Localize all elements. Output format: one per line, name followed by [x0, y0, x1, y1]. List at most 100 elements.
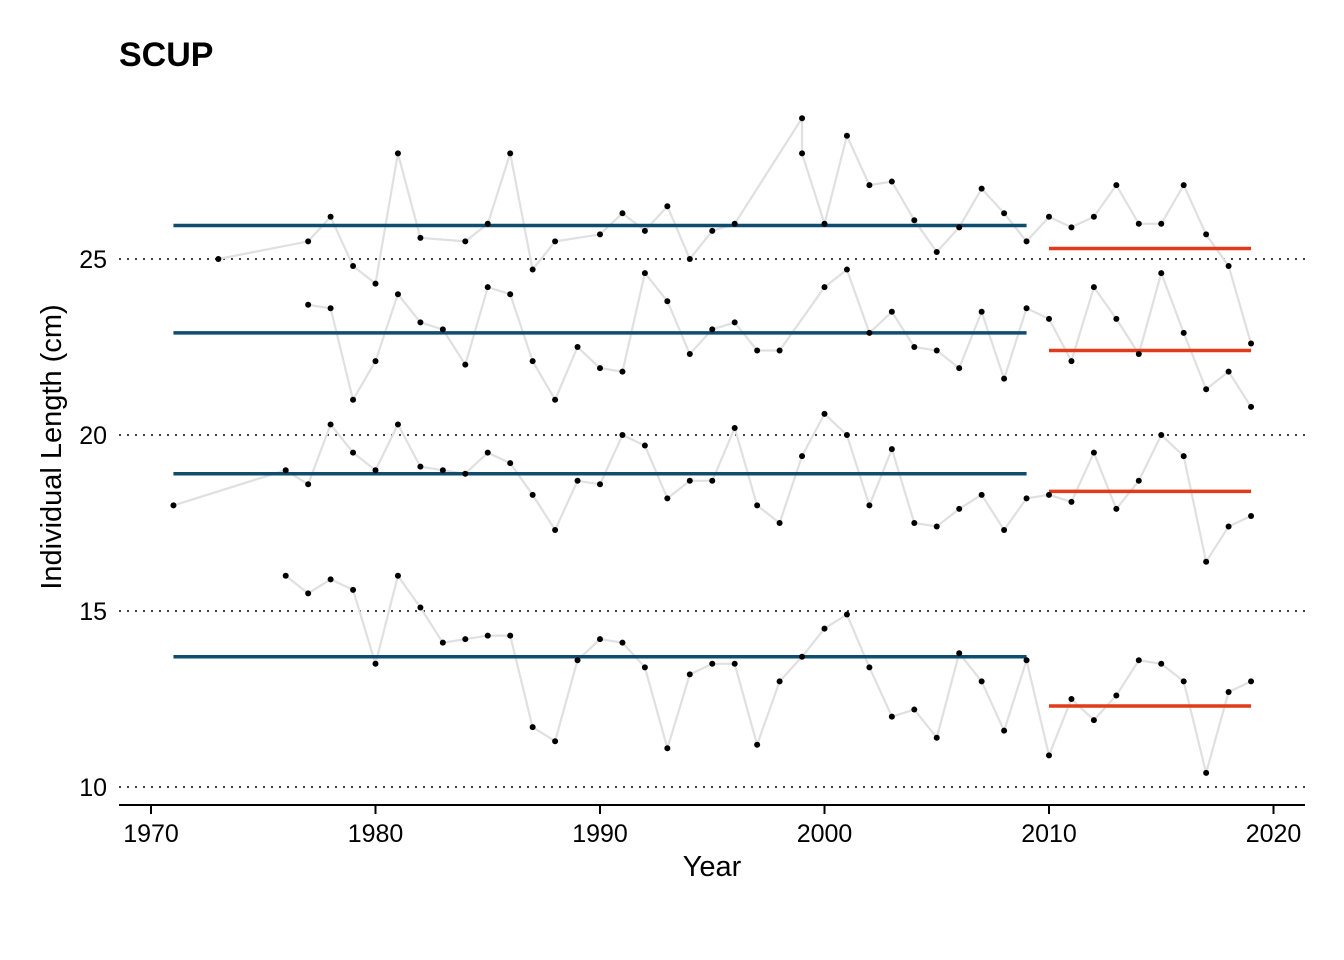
data-point: [956, 224, 963, 231]
data-point: [1158, 432, 1165, 438]
data-point: [1248, 340, 1255, 347]
data-point: [1068, 696, 1075, 702]
y-tick-label: 10: [79, 774, 107, 802]
data-point: [1068, 358, 1075, 365]
data-point: [1023, 238, 1030, 245]
data-point: [327, 213, 334, 220]
data-point: [888, 178, 895, 185]
data-point: [933, 347, 940, 354]
data-point: [1046, 752, 1052, 759]
data-point: [1158, 220, 1165, 227]
grid: [119, 258, 1305, 788]
x-tick-label: 1990: [572, 820, 628, 848]
data-point: [507, 150, 514, 157]
data-point: [1203, 558, 1210, 565]
data-point: [866, 502, 873, 509]
data-point: [507, 632, 514, 639]
data-point: [529, 724, 536, 731]
data-point: [529, 266, 536, 273]
data-point: [597, 481, 603, 488]
data-point: [1135, 477, 1142, 484]
x-axis: 1970 1980 1990 2000 2010 2020: [123, 805, 1301, 848]
data-point: [1180, 678, 1187, 685]
data-point: [956, 650, 963, 657]
data-point: [552, 396, 559, 403]
data-point: [1001, 527, 1008, 534]
data-point: [731, 660, 738, 667]
data-point: [821, 284, 828, 291]
data-point: [305, 481, 312, 488]
data-point: [641, 664, 648, 671]
data-point: [731, 319, 738, 326]
data-point: [731, 424, 738, 431]
data-point: [619, 639, 626, 646]
data-point: [305, 301, 312, 308]
data-point: [799, 653, 806, 660]
data-point: [282, 572, 289, 579]
x-tick-label: 1980: [348, 820, 404, 848]
data-point: [305, 590, 312, 597]
data-point: [843, 266, 850, 273]
data-point: [1090, 449, 1097, 456]
data-point: [1203, 231, 1210, 238]
data-point: [1090, 717, 1097, 724]
data-point: [1090, 213, 1097, 220]
data-point: [866, 664, 873, 671]
data-point: [1068, 498, 1075, 505]
data-point: [484, 449, 491, 456]
data-point: [1158, 660, 1165, 667]
data-point: [170, 502, 177, 509]
data-point: [327, 305, 334, 312]
data-point: [439, 326, 446, 333]
data-point: [1248, 403, 1255, 410]
data-point: [574, 344, 581, 350]
data-point: [282, 467, 289, 474]
data-point: [574, 477, 581, 484]
data-point: [1180, 453, 1187, 460]
data-point: [417, 604, 424, 611]
data-point: [933, 248, 940, 255]
data-point: [776, 347, 783, 354]
data-point: [1001, 727, 1008, 734]
data-point: [597, 231, 603, 238]
data-point: [619, 432, 626, 438]
y-axis: 10 15 20 25: [79, 246, 107, 802]
data-point: [439, 639, 446, 646]
data-point: [799, 453, 806, 460]
data-point: [462, 361, 469, 368]
data-point: [350, 396, 357, 403]
data-point: [394, 572, 401, 579]
data-point: [574, 657, 581, 664]
data-point: [978, 185, 985, 192]
data-point: [911, 520, 918, 526]
data-point: [1113, 182, 1120, 189]
data-point: [866, 182, 873, 189]
data-point: [956, 505, 963, 512]
data-point: [1225, 263, 1232, 270]
data-point: [709, 227, 716, 234]
x-tick-label: 2020: [1246, 820, 1302, 848]
data-point: [619, 368, 626, 375]
data-point: [978, 491, 985, 498]
data-point: [507, 291, 514, 298]
data-point: [911, 344, 918, 350]
data-point: [552, 238, 559, 245]
data-point: [754, 502, 761, 509]
data-point: [1046, 315, 1052, 322]
data-point: [664, 745, 671, 752]
data-point: [776, 520, 783, 526]
data-point: [1248, 678, 1255, 685]
data-point: [327, 421, 334, 428]
data-point: [1046, 213, 1052, 220]
data-point: [350, 263, 357, 270]
data-point: [911, 217, 918, 224]
data-point: [1023, 495, 1030, 502]
series-line-4: [285, 573, 1252, 778]
data-point: [1113, 315, 1120, 322]
data-point: [372, 467, 379, 474]
data-point: [978, 678, 985, 685]
data-point: [1113, 505, 1120, 512]
data-point: [327, 576, 334, 583]
data-point: [664, 298, 671, 305]
data-point: [709, 477, 716, 484]
